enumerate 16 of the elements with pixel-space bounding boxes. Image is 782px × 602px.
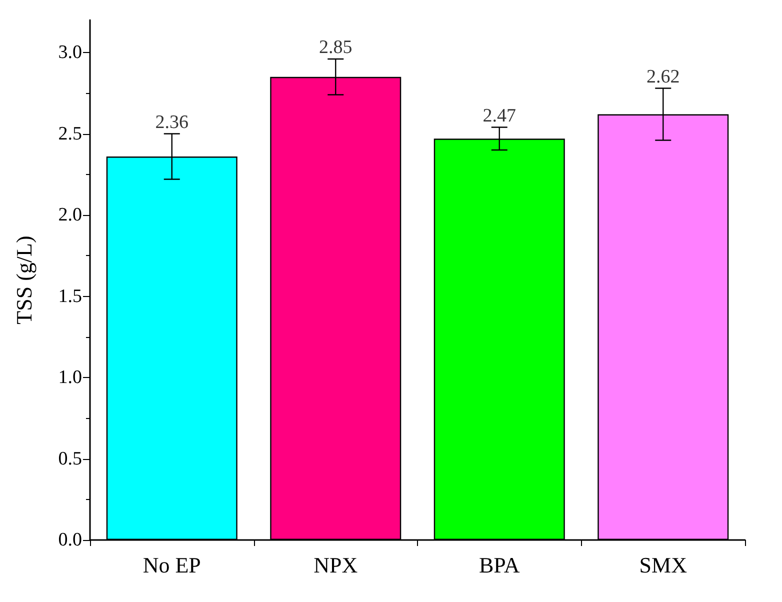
x-tick-label: BPA <box>478 552 520 578</box>
y-tick-label: 1.0 <box>58 367 82 388</box>
y-tick-label: 0.5 <box>58 448 82 470</box>
y-axis-title: TSS (g/L) <box>12 236 36 324</box>
y-tick-label: 3.0 <box>58 42 82 63</box>
data-label: 2.36 <box>155 112 188 133</box>
y-tick-label: 1.5 <box>58 286 82 307</box>
data-label: 2.85 <box>319 37 352 58</box>
x-tick-label: No EP <box>142 552 201 578</box>
y-tick-label: 2.0 <box>58 204 82 226</box>
y-tick-label: 0.0 <box>58 530 82 550</box>
y-tick-label: 2.5 <box>58 123 82 144</box>
data-label: 2.62 <box>646 66 680 88</box>
data-label: 2.47 <box>482 105 516 126</box>
x-tick-label: NPX <box>314 552 358 578</box>
x-tick-label: SMX <box>639 552 688 578</box>
